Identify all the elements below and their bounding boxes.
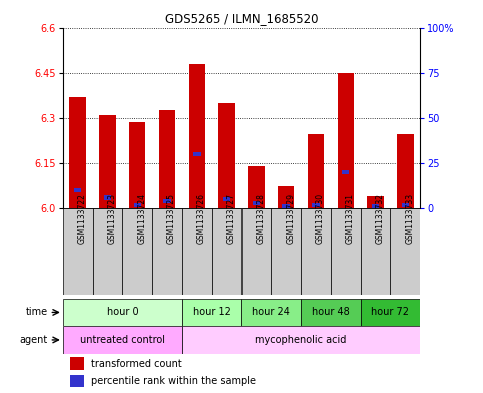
Bar [182, 299, 242, 326]
Bar [278, 185, 294, 208]
Text: transformed count: transformed count [91, 358, 182, 369]
Bar [301, 299, 361, 326]
Text: hour 12: hour 12 [193, 307, 231, 318]
Bar [99, 115, 115, 208]
Text: GSM1133731: GSM1133731 [346, 193, 355, 244]
Bar [218, 103, 235, 208]
Text: GSM1133727: GSM1133727 [227, 193, 236, 244]
Text: GSM1133730: GSM1133730 [316, 193, 325, 244]
Bar [63, 208, 93, 295]
Bar [338, 73, 354, 208]
Text: hour 48: hour 48 [312, 307, 350, 318]
Bar [223, 197, 230, 201]
Bar [301, 208, 331, 295]
Bar [63, 299, 182, 326]
Bar [182, 326, 420, 354]
Text: GSM1133724: GSM1133724 [137, 193, 146, 244]
Bar [193, 152, 200, 156]
Bar [182, 208, 212, 295]
Bar [74, 188, 81, 192]
Bar [331, 208, 361, 295]
Bar [70, 375, 84, 387]
Bar [242, 208, 271, 295]
Text: hour 24: hour 24 [252, 307, 290, 318]
Text: GSM1133723: GSM1133723 [108, 193, 116, 244]
Text: GSM1133725: GSM1133725 [167, 193, 176, 244]
Bar [122, 208, 152, 295]
Bar [70, 97, 86, 208]
Bar [63, 326, 182, 354]
Bar [397, 134, 413, 208]
Text: GSM1133733: GSM1133733 [405, 193, 414, 244]
Bar [313, 202, 320, 207]
Bar [70, 357, 84, 369]
Text: GSM1133728: GSM1133728 [256, 193, 265, 244]
Text: hour 72: hour 72 [371, 307, 410, 318]
Text: percentile rank within the sample: percentile rank within the sample [91, 376, 256, 386]
Title: GDS5265 / ILMN_1685520: GDS5265 / ILMN_1685520 [165, 12, 318, 25]
Text: GSM1133726: GSM1133726 [197, 193, 206, 244]
Text: hour 0: hour 0 [107, 307, 138, 318]
Bar [152, 208, 182, 295]
Bar [368, 196, 384, 208]
Text: GSM1133729: GSM1133729 [286, 193, 295, 244]
Text: untreated control: untreated control [80, 335, 165, 345]
Bar [372, 204, 379, 209]
Text: GSM1133732: GSM1133732 [376, 193, 384, 244]
Bar [283, 204, 290, 209]
Bar [163, 199, 170, 203]
Bar [189, 64, 205, 208]
Bar [253, 201, 260, 205]
Bar [242, 299, 301, 326]
Bar [361, 208, 390, 295]
Bar [212, 208, 242, 295]
Bar [361, 299, 420, 326]
Bar [134, 202, 141, 207]
Bar [402, 202, 409, 207]
Bar [342, 170, 349, 174]
Bar [248, 166, 265, 208]
Bar [271, 208, 301, 295]
Text: time: time [26, 307, 48, 318]
Text: agent: agent [20, 335, 48, 345]
Bar [390, 208, 420, 295]
Text: mycophenolic acid: mycophenolic acid [256, 335, 347, 345]
Bar [159, 110, 175, 208]
Text: GSM1133722: GSM1133722 [78, 193, 86, 244]
Bar [308, 134, 324, 208]
Bar [104, 195, 111, 200]
Bar [129, 122, 145, 208]
Bar [93, 208, 122, 295]
